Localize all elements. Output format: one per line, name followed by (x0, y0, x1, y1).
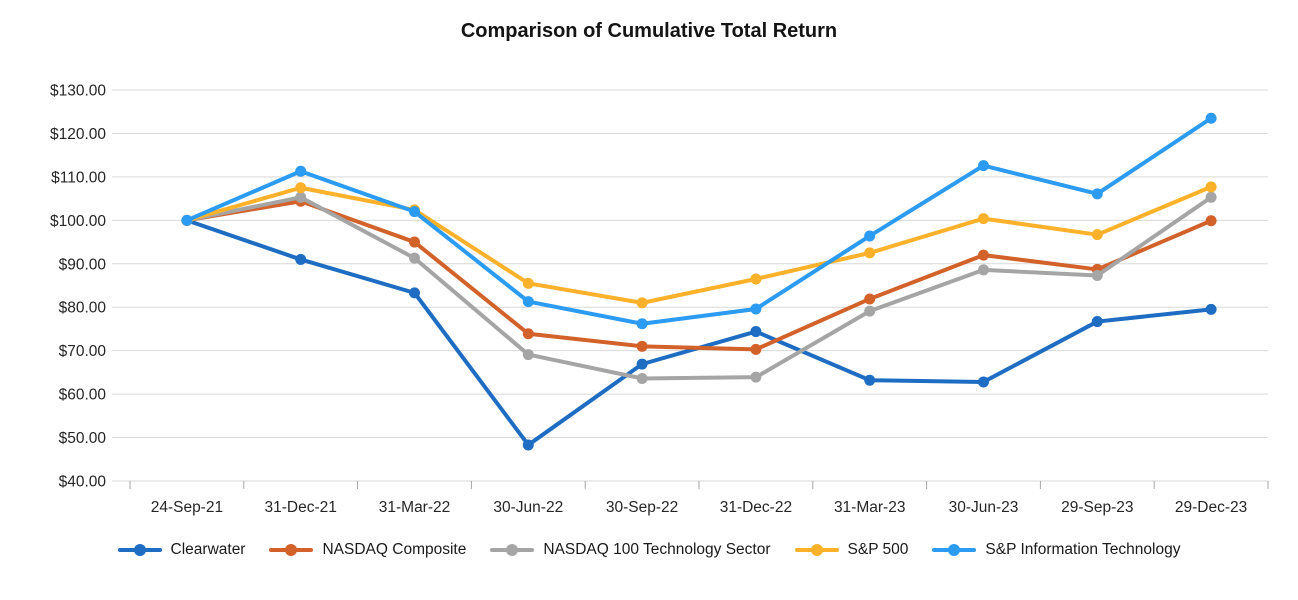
legend-label: NASDAQ Composite (322, 541, 467, 558)
x-axis-tick-label: 24-Sep-21 (151, 499, 223, 516)
data-point (1205, 215, 1217, 227)
data-point (1091, 270, 1103, 282)
data-point (295, 182, 307, 194)
series-s-p-500 (181, 181, 1217, 309)
data-point (978, 213, 989, 225)
data-point (864, 374, 876, 386)
data-point (750, 371, 762, 383)
legend-item-s-p-500: S&P 500 (794, 541, 909, 559)
data-point (1205, 112, 1217, 124)
data-point (1091, 316, 1103, 328)
data-point (864, 293, 876, 305)
data-point (750, 343, 762, 355)
legend-item-nasdaq-100-technology-sector: NASDAQ 100 Technology Sector (490, 541, 771, 559)
y-axis-tick-label: $50.00 (59, 430, 107, 447)
data-point (636, 340, 648, 352)
data-point (636, 372, 648, 384)
data-point (181, 214, 193, 226)
x-axis-tick-label: 29-Sep-23 (1061, 499, 1133, 516)
data-point (978, 249, 989, 261)
data-point (295, 165, 307, 177)
y-axis-tick-label: $80.00 (59, 300, 107, 317)
legend-item-nasdaq-composite: NASDAQ Composite (269, 541, 466, 559)
legend-marker-icon (490, 544, 535, 557)
series-nasdaq-composite (181, 195, 1217, 355)
y-axis-tick-label: $100.00 (50, 213, 106, 230)
legend-label: NASDAQ 100 Technology Sector (543, 541, 771, 558)
legend-marker-icon (794, 544, 839, 557)
chart-canvas: $130.00 $120.00 $110.00 $100.00 $90.00 $80.00… (50, 83, 1269, 516)
data-point (522, 349, 534, 361)
series-line (184, 195, 1214, 381)
y-axis-tick-label: $120.00 (50, 126, 106, 143)
data-point (1205, 303, 1217, 315)
legend-marker-dot (133, 544, 146, 556)
data-point (522, 439, 534, 451)
data-point (409, 252, 420, 264)
data-point (1205, 191, 1217, 203)
data-point (409, 236, 420, 248)
data-point (864, 230, 876, 242)
data-point (864, 247, 876, 259)
x-axis-tick-label: 30-Sep-22 (606, 499, 678, 516)
series-line (184, 199, 1214, 352)
legend-label: Clearwater (170, 541, 246, 558)
legend-marker-dot (506, 544, 519, 556)
x-axis-tick-label: 29-Dec-23 (1175, 499, 1247, 516)
y-axis-tick-label: $60.00 (59, 387, 107, 404)
data-point (978, 160, 989, 172)
data-point (636, 297, 648, 309)
y-axis-tick-label: $90.00 (59, 256, 107, 273)
data-point (409, 206, 420, 218)
series-nasdaq-100-technology-sector (181, 191, 1217, 384)
y-axis-tick-label: $70.00 (59, 343, 107, 360)
data-point (295, 253, 307, 265)
data-point (636, 318, 648, 330)
data-point (1091, 229, 1103, 241)
data-point (522, 277, 534, 289)
data-point (864, 305, 876, 317)
data-point (522, 328, 534, 340)
legend-label: S&P 500 (847, 541, 909, 558)
x-axis-tick-label: 30-Jun-22 (493, 499, 563, 516)
chart-legend: Clearwater NASDAQ Composite NASDAQ 100 Tec… (0, 541, 1298, 559)
legend-item-s-p-information-technology: S&P Information Technology (932, 541, 1180, 559)
y-axis-tick-label: $40.00 (59, 474, 107, 491)
data-point (295, 191, 307, 203)
legend-marker-icon (932, 544, 977, 557)
data-point (522, 296, 534, 308)
x-axis-tick-label: 31-Mar-22 (379, 499, 451, 516)
legend-marker-icon (117, 544, 162, 557)
x-axis-tick-label: 31-Mar-23 (834, 499, 906, 516)
series-clearwater (181, 214, 1217, 451)
legend-marker-icon (269, 544, 314, 557)
data-point (636, 358, 648, 370)
data-point (1205, 181, 1217, 193)
legend-marker-dot (810, 544, 823, 556)
series-line (184, 218, 1214, 447)
legend-marker-dot (948, 544, 961, 556)
x-axis-tick-label: 30-Jun-23 (949, 499, 1019, 516)
data-point (750, 326, 762, 338)
series-line (184, 116, 1214, 326)
y-axis-tick-label: $130.00 (50, 83, 106, 100)
x-axis-tick-label: 31-Dec-21 (265, 499, 337, 516)
legend-item-clearwater: Clearwater (117, 541, 246, 559)
x-axis-tick-label: 31-Dec-22 (720, 499, 792, 516)
series-s-p-information-technology (181, 112, 1217, 330)
chart-title: Comparison of Cumulative Total Return (460, 20, 838, 42)
data-point (1091, 188, 1103, 200)
legend-label: S&P Information Technology (985, 541, 1181, 558)
data-point (978, 264, 989, 276)
series-line (184, 184, 1214, 305)
data-point (978, 376, 989, 388)
data-point (750, 273, 762, 285)
legend-marker-dot (285, 544, 298, 556)
y-axis-tick-label: $110.00 (51, 169, 106, 186)
data-point (409, 287, 420, 299)
data-point (750, 303, 762, 315)
